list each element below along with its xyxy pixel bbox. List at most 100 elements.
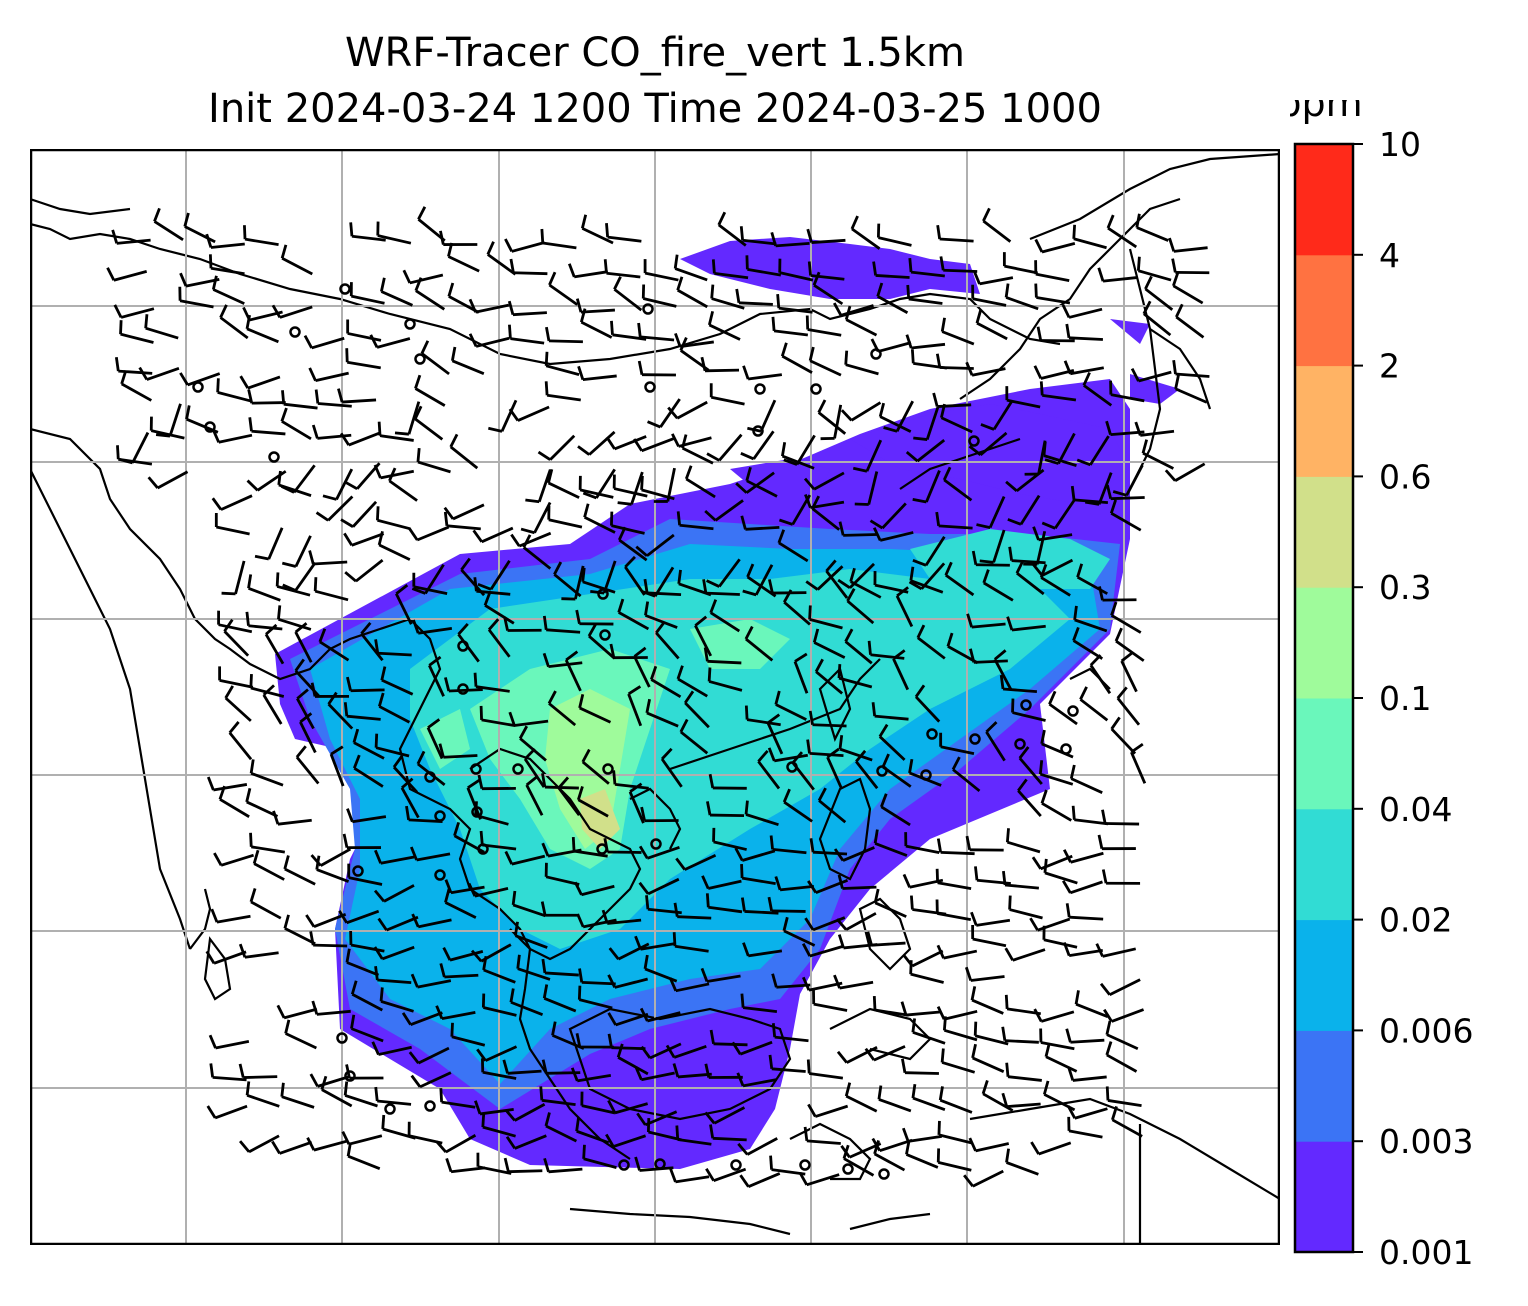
wind-barb-flag [804,494,812,509]
wind-barb-flag [806,228,813,243]
wind-barb-flag [1082,372,1091,386]
colorbar-tick-label: 0.001 [1379,1233,1473,1272]
plot-title-line-1: WRF-Tracer CO_fire_vert 1.5km [344,30,966,76]
wind-barb-flag [541,842,550,857]
wind-barb-shaft [1130,751,1147,784]
wind-barb-shaft [380,290,414,307]
wind-barb-flag [294,658,305,672]
wind-barb-flag [296,688,309,700]
wind-barb-flag [706,452,720,462]
wind-barb-shaft [982,219,1012,243]
wind-barb-flag [577,365,585,381]
wind-barb-shaft [646,711,679,728]
wind-barb-flag [477,774,484,789]
wind-barb-shaft [878,735,906,761]
wind-barb-flag [675,857,686,871]
wind-barb-flag [744,705,749,720]
wind-barb-flag [840,409,853,422]
wind-barb-shaft [1039,772,1074,786]
wind-barb-shaft [892,658,910,691]
wind-barb-flag [541,773,547,788]
wind-barb-flag [645,895,650,910]
wind-barb-flag [238,1140,251,1153]
wind-barb-flag [617,526,627,541]
wind-barb-flag [1136,256,1141,271]
wind-barb-shaft [537,469,552,503]
wind-barb-flag [777,529,786,544]
wind-barb-flag [645,698,651,714]
wind-barb-shaft [544,785,579,790]
wind-barb-flag [380,277,386,292]
wind-barb-shaft [1037,917,1071,932]
wind-barb-shaft [809,945,843,958]
wind-barb-shaft [1110,614,1142,634]
wind-barb-shaft [1102,947,1137,958]
wind-barb-shaft [512,311,547,317]
wind-barb-shaft [675,982,710,993]
wind-barb-flag [1072,626,1080,642]
wind-barb-shaft [543,997,577,1013]
wind-barb-flag [735,288,741,304]
wind-barb-shaft [216,525,250,536]
wind-barb-flag [911,1084,917,1099]
wind-barb-flag [1168,237,1176,252]
wind-barb-shaft [360,632,384,662]
wind-barb-flag [1006,616,1014,631]
wind-barb-flag [896,586,909,597]
wind-barb-flag [313,577,318,592]
calm-wind-marker [654,1158,666,1170]
calm-wind-marker [650,838,662,850]
wind-barb-flag [637,322,642,338]
wind-barb-flag [343,702,349,717]
wind-barb-flag [937,1120,941,1135]
wind-barb-shaft [350,294,385,305]
wind-barb-flag [551,1021,557,1036]
wind-barb-flag [439,230,445,245]
wind-barb-shaft [548,661,583,669]
wind-barb-flag [238,943,247,958]
wind-barb-flag [247,574,253,589]
wind-barb-shaft [653,566,675,597]
wind-barb-flag [138,366,149,381]
wind-barb-shaft [1140,429,1175,437]
wind-barb-shaft [514,719,549,727]
wind-barb-flag [1031,856,1042,870]
wind-barb-flag [872,995,877,1011]
wind-barb-flag [1062,942,1071,957]
wind-barb-flag [541,1059,548,1074]
wind-barb-flag [769,1155,773,1170]
wind-barb-shaft [881,502,907,530]
calm-wind-marker [404,318,416,330]
wind-barb-shaft [342,398,377,404]
wind-barb-shaft [451,359,485,375]
wind-barb-flag [877,1085,883,1100]
wind-barb-flag [211,428,221,443]
tracer-band-0.3 [580,789,620,849]
wind-barb-shaft [746,479,778,498]
wind-barb-shaft [843,1157,875,1177]
wind-barb-flag [1004,994,1009,1009]
wind-barb-shaft [916,636,946,660]
wind-barb-shaft [246,1094,280,1108]
wind-barb-flag [346,808,354,823]
wind-barb-shaft [489,560,511,591]
wind-barb-shaft [353,766,384,788]
wind-barb-shaft [649,1042,682,1060]
wind-barb-flag [804,917,815,931]
wind-barb-shaft [417,1046,450,1065]
wind-barb-shaft [533,501,552,534]
wind-barb-shaft [713,1167,747,1183]
wind-barb-shaft [251,845,286,854]
wind-barb-shaft [617,942,650,961]
wind-barb-shaft [213,950,247,965]
wind-barb-flag [518,725,529,740]
wind-barb-shaft [347,1154,381,1170]
wind-barb-shaft [580,320,613,339]
wind-barb-flag [902,1127,910,1142]
wind-barb-flag [428,655,442,667]
wind-barb-flag [869,519,884,530]
wind-barb-flag [254,554,270,561]
wind-barb-shaft [583,1157,617,1170]
wind-barb-flag [876,282,884,297]
wind-barb-shaft [385,915,419,932]
